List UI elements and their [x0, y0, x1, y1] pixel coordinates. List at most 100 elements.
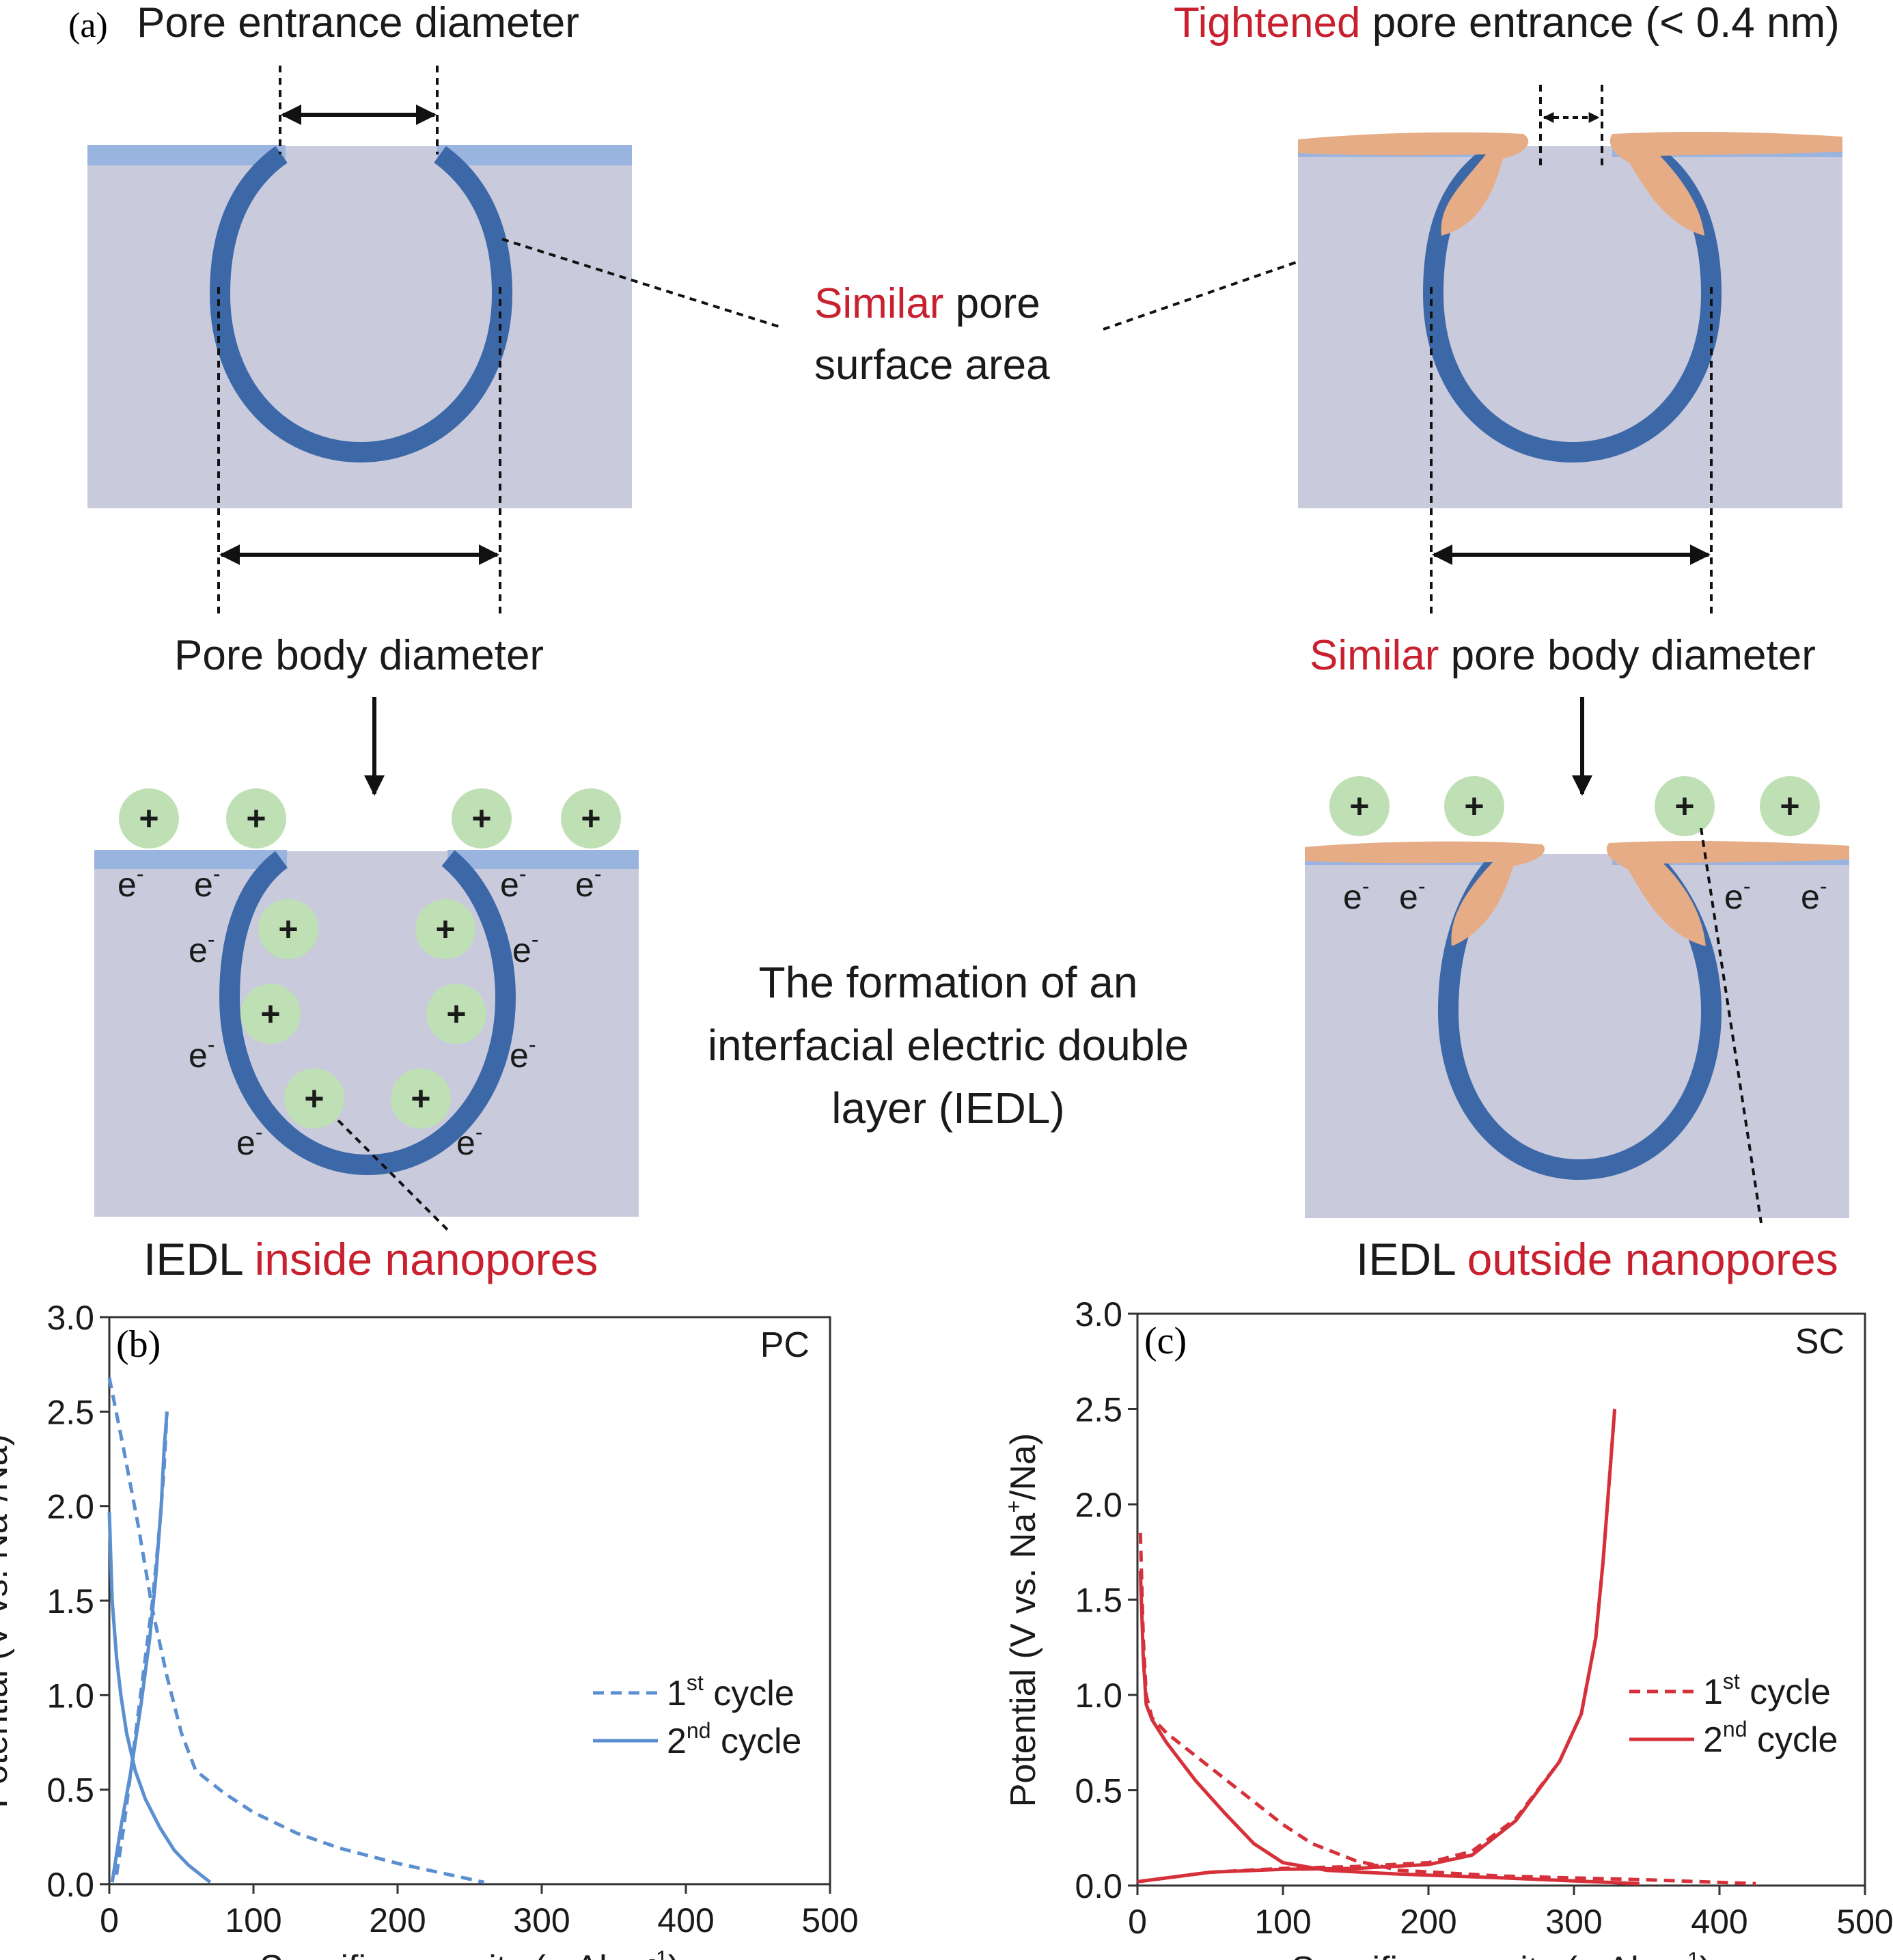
- panel-a-label: (a): [68, 6, 108, 45]
- electron: e-: [456, 1120, 482, 1162]
- cation-circle: [1329, 776, 1390, 836]
- electron-letter: e: [575, 866, 594, 904]
- legend-rest: cycle: [704, 1674, 794, 1713]
- electron-letter: e: [1801, 878, 1820, 916]
- y-axis-label-main: Potential (V vs. Na: [1004, 1513, 1043, 1808]
- x-tick-label: 0: [100, 1901, 119, 1940]
- series-2-line-2: [1137, 1409, 1617, 1883]
- plus-sign: +: [435, 910, 455, 948]
- x-tick-label: 500: [801, 1901, 858, 1940]
- cation: +: [415, 899, 475, 959]
- y-tick-label: 1.5: [46, 1582, 94, 1620]
- legend-rest: cycle: [711, 1722, 802, 1761]
- plus-sign: +: [246, 799, 266, 838]
- electron-charge: -: [208, 927, 215, 952]
- surface-band-left: [94, 850, 287, 869]
- electron: e-: [1399, 874, 1425, 916]
- pore-entrance-diameter-label: Pore entrance diameter: [137, 0, 579, 46]
- tightened-rest: pore entrance (< 0.4 nm): [1360, 0, 1839, 46]
- cation-circle: [415, 899, 475, 959]
- electron-charge: -: [475, 1120, 483, 1144]
- y-tick-label: 0.0: [46, 1866, 94, 1904]
- electron: e-: [118, 861, 143, 904]
- plus-sign: +: [581, 799, 600, 838]
- y-axis-label-close: /Na): [0, 1434, 15, 1501]
- electron-charge: -: [1743, 874, 1751, 898]
- electron-charge: -: [137, 861, 144, 886]
- cation-group-inside: + + + + + + + + + +: [119, 788, 621, 1129]
- plus-sign: +: [278, 910, 298, 948]
- legend-number: 2: [667, 1722, 687, 1761]
- surface-band-left: [87, 145, 286, 165]
- plus-sign: +: [1780, 787, 1799, 825]
- electron-letter: e: [189, 1036, 208, 1075]
- cation: +: [284, 1068, 344, 1129]
- y-tick-label: 2.0: [1075, 1486, 1122, 1524]
- cation: +: [119, 788, 179, 848]
- electron: e-: [1343, 874, 1369, 916]
- legend-sup: st: [1723, 1669, 1740, 1694]
- legend-sup: nd: [687, 1718, 711, 1743]
- cation: +: [1760, 776, 1820, 836]
- pore-bottom-left: [94, 850, 639, 1217]
- legend-number: 2: [1703, 1720, 1723, 1760]
- y-tick-label: 1.0: [1075, 1676, 1122, 1715]
- x-tick-label: 300: [513, 1901, 570, 1940]
- electron-charge: -: [213, 861, 221, 886]
- cation-circle: [226, 788, 286, 848]
- legend-label-1: 1st cycle: [667, 1670, 794, 1713]
- x-axis-label-close: ): [1700, 1950, 1711, 1960]
- x-tick-label: 500: [1836, 1903, 1893, 1941]
- pore-top-right: [1298, 132, 1842, 508]
- electron-letter: e: [510, 1036, 529, 1075]
- cation-circle: [240, 984, 301, 1044]
- electron-group-inside: e-e-e-e-e-e-e-e-e-e-: [118, 861, 601, 1162]
- pore-wall-stroke: [1437, 855, 1722, 1181]
- series-1-line-2: [115, 1411, 169, 1875]
- electron-charge: -: [531, 927, 539, 952]
- deposit-right: [1606, 841, 1849, 946]
- electron-letter: e: [1343, 878, 1362, 916]
- x-axis-label-sup: -1: [648, 1946, 667, 1960]
- cation-circle: [452, 788, 512, 848]
- x-axis-label-main: Specific capacity (mAh g: [260, 1948, 648, 1960]
- legend-label-2: 2nd cycle: [667, 1718, 801, 1761]
- y-axis-label: Potential (V vs. Na+/Na): [1001, 1433, 1043, 1808]
- legend-number: 1: [1703, 1672, 1723, 1712]
- cation-circle: [258, 899, 318, 959]
- x-axis-label-close: ): [668, 1948, 680, 1960]
- legend-rest: cycle: [1747, 1720, 1838, 1760]
- electron-charge: -: [1362, 874, 1370, 898]
- iedl-outside-caption: IEDL outside nanopores: [1356, 1234, 1838, 1284]
- y-tick-label: 0.5: [1075, 1772, 1122, 1810]
- electron: e-: [1724, 874, 1750, 916]
- pore-bottom-right: [1305, 841, 1849, 1218]
- y-tick-label: 2.5: [46, 1393, 94, 1431]
- electron-charge: -: [1820, 874, 1827, 898]
- electron-charge: -: [255, 1120, 263, 1144]
- deposit-left: [1298, 132, 1529, 236]
- similar-word: Similar: [814, 280, 943, 327]
- series-2-line-2: [110, 1411, 169, 1883]
- cation-circle: [561, 788, 621, 848]
- outside-nanopores-word: outside nanopores: [1467, 1234, 1838, 1284]
- panel-label: (b): [116, 1323, 161, 1366]
- y-tick-label: 3.0: [46, 1299, 94, 1337]
- iedl-text-line2: interfacial electric double: [708, 1021, 1189, 1070]
- leader-line-outside: [1700, 827, 1763, 1224]
- electron-letter: e: [500, 866, 519, 904]
- iedl-text-line1: The formation of an: [759, 958, 1138, 1007]
- similar-surface-area-line2: surface area: [814, 342, 1050, 389]
- electron-charge: -: [529, 1032, 536, 1057]
- similar-body-rest: pore body diameter: [1439, 632, 1815, 679]
- y-tick-label: 1.0: [46, 1676, 94, 1715]
- electron: e-: [236, 1120, 262, 1162]
- plus-sign: +: [411, 1079, 430, 1118]
- x-tick-label: 400: [657, 1901, 714, 1940]
- x-tick-label: 400: [1691, 1903, 1747, 1941]
- iedl-word: IEDL: [143, 1234, 255, 1284]
- surface-band-right: [437, 145, 632, 165]
- series-1-line-1: [107, 1377, 485, 1884]
- legend-number: 1: [667, 1674, 687, 1713]
- plus-sign: +: [1349, 787, 1369, 825]
